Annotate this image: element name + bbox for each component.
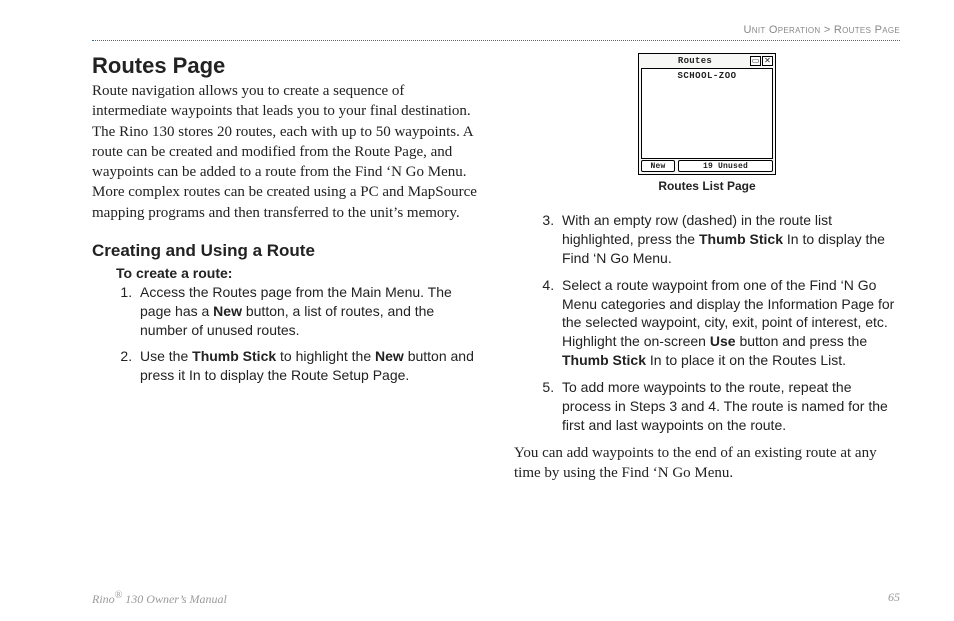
two-column-layout: Routes Page Route navigation allows you … bbox=[92, 53, 900, 483]
text: to highlight the bbox=[276, 348, 375, 364]
footer-text: Rino bbox=[92, 592, 115, 606]
step-1: Access the Routes page from the Main Men… bbox=[136, 283, 478, 340]
bold: New bbox=[213, 303, 242, 319]
step-5: To add more waypoints to the route, repe… bbox=[558, 378, 900, 435]
window-close-icon: ✕ bbox=[762, 56, 773, 66]
step-3: With an empty row (dashed) in the route … bbox=[558, 211, 900, 268]
breadcrumb: Unit Operation > Routes Page bbox=[92, 24, 900, 36]
step-4: Select a route waypoint from one of the … bbox=[558, 276, 900, 370]
text: button and press the bbox=[736, 333, 868, 349]
steps-list-right: With an empty row (dashed) in the route … bbox=[558, 211, 900, 435]
page-number: 65 bbox=[888, 590, 900, 607]
screenshot-list-item: SCHOOL-ZOO bbox=[645, 71, 769, 81]
text: In to place it on the Routes List. bbox=[646, 352, 846, 368]
screenshot-new-button: New bbox=[641, 160, 675, 172]
bold: Thumb Stick bbox=[192, 348, 276, 364]
routes-list-screenshot: Routes ▭ ✕ SCHOOL-ZOO New 19 Unused bbox=[638, 53, 776, 175]
screenshot-list-area: SCHOOL-ZOO bbox=[641, 68, 773, 159]
closing-paragraph: You can add waypoints to the end of an e… bbox=[514, 443, 900, 484]
breadcrumb-section: Unit Operation bbox=[744, 24, 821, 36]
step-2: Use the Thumb Stick to highlight the New… bbox=[136, 347, 478, 385]
footer-text: 130 Owner’s Manual bbox=[122, 592, 227, 606]
screenshot-unused-button: 19 Unused bbox=[678, 160, 773, 172]
bold: New bbox=[375, 348, 404, 364]
screenshot-window-title: Routes bbox=[641, 56, 749, 66]
steps-title: To create a route: bbox=[116, 265, 478, 281]
screenshot-bottom-bar: New 19 Unused bbox=[639, 159, 775, 174]
bold: Use bbox=[710, 333, 736, 349]
breadcrumb-page: Routes Page bbox=[834, 24, 900, 36]
page-title: Routes Page bbox=[92, 53, 478, 79]
figure-caption: Routes List Page bbox=[514, 179, 900, 193]
breadcrumb-sep: > bbox=[824, 24, 831, 36]
left-column: Routes Page Route navigation allows you … bbox=[92, 53, 478, 483]
section-heading: Creating and Using a Route bbox=[92, 241, 478, 261]
page-footer: Rino® 130 Owner’s Manual 65 bbox=[92, 590, 900, 607]
footer-manual-title: Rino® 130 Owner’s Manual bbox=[92, 590, 227, 607]
window-minimize-icon: ▭ bbox=[750, 56, 761, 66]
figure: Routes ▭ ✕ SCHOOL-ZOO New 19 Unused Rout… bbox=[514, 53, 900, 193]
screenshot-titlebar: Routes ▭ ✕ bbox=[639, 54, 775, 68]
right-column: Routes ▭ ✕ SCHOOL-ZOO New 19 Unused Rout… bbox=[514, 53, 900, 483]
header-rule bbox=[92, 40, 900, 41]
text: To add more waypoints to the route, repe… bbox=[562, 379, 888, 433]
bold: Thumb Stick bbox=[699, 231, 783, 247]
bold: Thumb Stick bbox=[562, 352, 646, 368]
steps-list-left: Access the Routes page from the Main Men… bbox=[136, 283, 478, 385]
intro-paragraph: Route navigation allows you to create a … bbox=[92, 81, 478, 223]
text: Use the bbox=[140, 348, 192, 364]
